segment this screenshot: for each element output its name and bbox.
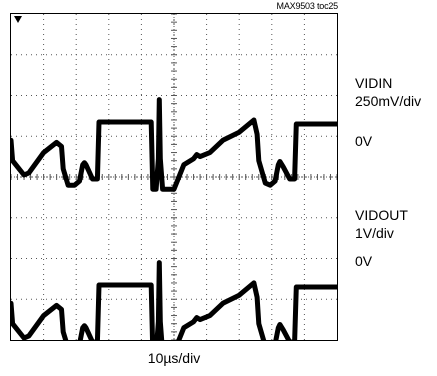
trigger-marker-icon: [14, 16, 22, 23]
oscilloscope-screen: [10, 13, 338, 341]
timebase-label: 10µs/div: [147, 350, 201, 366]
vidin-zero-label: 0V: [355, 133, 373, 149]
vidout-scale-label: 1V/div: [355, 225, 394, 241]
scope-plot: [11, 14, 337, 340]
trace-vidin: [11, 97, 337, 192]
trace-vidout: [11, 260, 337, 340]
figure-tag: MAX9503 toc25: [276, 1, 339, 11]
vidout-zero-label: 0V: [355, 253, 373, 269]
vidin-scale-label: 250mV/div: [355, 93, 422, 109]
vidout-name-label: VIDOUT: [355, 207, 408, 223]
vidin-name-label: VIDIN: [355, 75, 393, 91]
